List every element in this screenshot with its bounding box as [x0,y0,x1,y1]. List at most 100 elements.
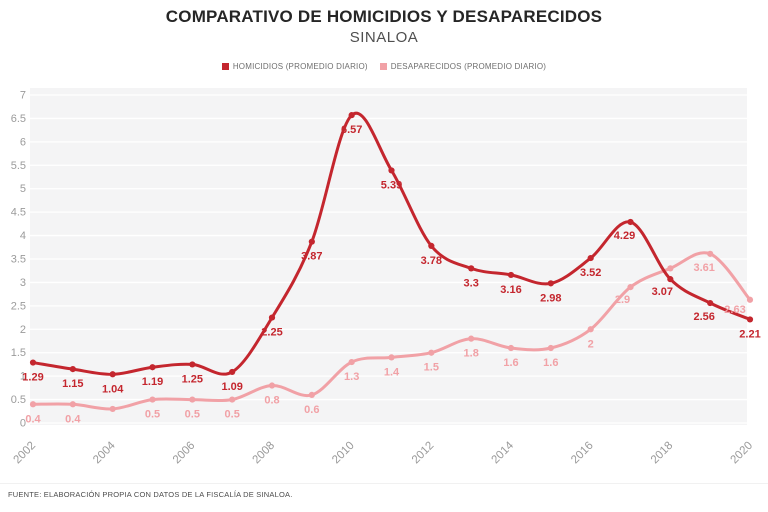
data-point-desaparecidos [587,326,594,333]
value-label-desaparecidos: 0.4 [25,413,41,425]
value-label-homicidios: 3.87 [301,251,322,263]
data-point-homicidios [507,271,515,279]
y-axis-label: 3.5 [11,254,26,266]
x-axis-label: 2006 [171,440,198,467]
value-label-homicidios: 3.78 [421,255,442,267]
value-label-desaparecidos: 2.9 [615,294,630,306]
data-point-homicidios [268,314,276,321]
data-point-desaparecidos [69,401,76,408]
value-label-homicidios: 2.98 [540,292,561,304]
data-point-homicidios [229,368,236,376]
data-point-homicidios [547,280,554,287]
value-label-homicidios: 1.04 [102,383,124,395]
value-label-homicidios: 4.29 [614,230,635,242]
y-axis-label: 1 [20,371,26,383]
value-label-homicidios: 2.21 [739,328,760,340]
legend-item-label: DESAPARECIDOS (PROMEDIO DIARIO) [390,62,547,71]
data-point-desaparecidos [109,405,116,413]
chart-subtitle: SINALOA [349,29,419,46]
chart-title: COMPARATIVO DE HOMICIDIOS Y DESAPARECIDO… [165,7,603,26]
value-label-homicidios: 3.07 [652,286,673,298]
legend-swatch-icon [221,63,229,70]
legend-item-homicidios: HOMICIDIOS (PROMEDIO DIARIO) [221,62,368,71]
y-axis-label: 5 [20,183,26,195]
y-axis-label: 6 [20,136,26,148]
value-label-homicidios: 3.52 [580,267,601,279]
data-point-desaparecidos [707,250,714,257]
data-point-desaparecidos [229,396,236,403]
y-axis-label: 5.5 [11,160,26,172]
y-axis-label: 3 [20,277,26,289]
value-label-desaparecidos: 2.63 [724,304,745,316]
value-label-homicidios: 1.15 [62,378,83,390]
footer-divider [0,483,768,484]
data-point-desaparecidos [189,396,196,403]
value-label-homicidios: 6.57 [341,124,362,136]
data-point-homicidios [428,242,435,249]
data-point-homicidios [627,218,634,226]
data-point-desaparecidos [388,354,395,361]
value-label-desaparecidos: 1.6 [543,357,558,369]
legend: HOMICIDIOS (PROMEDIO DIARIO) DESAPARECIDO… [0,62,768,71]
data-point-homicidios [189,361,196,368]
y-axis-label: 2.5 [11,300,26,312]
y-axis-label: 0.5 [11,394,26,406]
data-point-desaparecidos [149,396,156,403]
y-axis-label: 1.5 [11,347,26,359]
data-point-homicidios [348,112,355,119]
data-point-homicidios [69,366,76,373]
x-axis-label: 2008 [251,440,278,467]
data-point-desaparecidos [468,335,475,342]
value-label-desaparecidos: 1.8 [464,348,479,360]
y-axis-label: 6.5 [11,113,26,125]
x-axis-label: 2014 [490,439,517,466]
data-point-homicidios [308,238,315,245]
data-point-desaparecidos [348,358,355,366]
value-label-desaparecidos: 0.8 [264,395,279,407]
legend-item-label: HOMICIDIOS (PROMEDIO DIARIO) [232,62,368,71]
data-point-homicidios [29,359,37,366]
value-label-homicidios: 5.39 [381,179,402,191]
data-point-desaparecidos [29,401,37,408]
data-point-homicidios [746,316,754,323]
x-axis-label: 2012 [410,440,437,467]
value-label-desaparecidos: 1.6 [503,357,518,369]
value-label-desaparecidos: 0.5 [185,409,200,421]
x-axis-label: 2016 [569,440,596,467]
data-point-homicidios [587,254,594,262]
data-point-desaparecidos [428,349,435,356]
y-axis-label: 2 [20,324,26,336]
data-point-desaparecidos [746,296,754,303]
x-axis-label: 2010 [330,440,357,467]
legend-item-desaparecidos: DESAPARECIDOS (PROMEDIO DIARIO) [379,62,547,71]
data-point-homicidios [109,371,116,378]
y-axis-label: 0 [20,418,26,430]
value-label-homicidios: 1.09 [221,381,242,393]
value-label-homicidios: 2.56 [693,311,714,323]
y-axis-label: 4.5 [11,207,26,219]
data-point-desaparecidos [268,382,276,389]
value-label-desaparecidos: 0.4 [65,413,81,425]
data-point-desaparecidos [627,284,634,291]
data-point-desaparecidos [507,344,515,352]
value-label-homicidios: 3.3 [464,277,479,289]
data-point-homicidios [388,167,395,174]
value-label-desaparecidos: 1.4 [384,366,400,378]
y-axis-label: 4 [20,230,26,242]
data-point-homicidios [468,265,475,272]
data-point-homicidios [667,276,674,283]
value-label-homicidios: 1.25 [182,373,203,385]
x-axis-label: 2020 [729,440,756,467]
value-label-desaparecidos: 0.6 [304,404,319,416]
y-axis-label: 7 [20,90,26,102]
data-point-desaparecidos [547,344,554,352]
value-label-desaparecidos: 3.61 [693,262,714,274]
x-axis-label: 2004 [91,439,118,466]
legend-swatch-icon [379,63,387,70]
x-axis-label: 2018 [649,440,676,467]
data-point-desaparecidos [667,265,674,272]
value-label-homicidios: 3.16 [500,284,521,296]
value-label-desaparecidos: 1.5 [424,362,439,374]
value-label-homicidios: 1.29 [22,372,43,384]
value-label-desaparecidos: 1.3 [344,371,359,383]
